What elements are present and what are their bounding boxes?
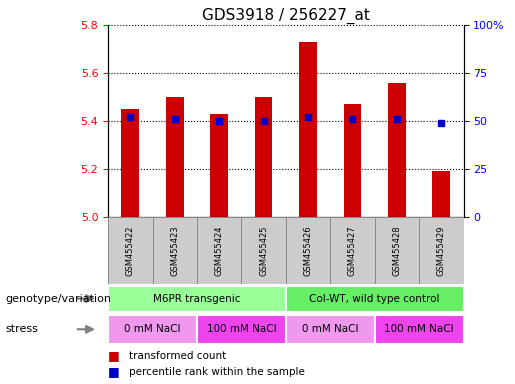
Bar [299, 42, 317, 217]
Text: stress: stress [5, 324, 38, 334]
Title: GDS3918 / 256227_at: GDS3918 / 256227_at [202, 7, 370, 23]
Text: GSM455424: GSM455424 [215, 225, 224, 276]
Text: GSM455423: GSM455423 [170, 225, 179, 276]
FancyBboxPatch shape [375, 217, 419, 284]
FancyBboxPatch shape [108, 217, 152, 284]
Text: GSM455425: GSM455425 [259, 225, 268, 276]
Bar [344, 104, 362, 217]
FancyBboxPatch shape [197, 314, 286, 344]
Bar [166, 97, 184, 217]
FancyBboxPatch shape [108, 314, 197, 344]
FancyBboxPatch shape [152, 217, 197, 284]
Text: 0 mM NaCl: 0 mM NaCl [124, 324, 181, 334]
Text: 0 mM NaCl: 0 mM NaCl [302, 324, 358, 334]
FancyBboxPatch shape [419, 217, 464, 284]
Text: GSM455422: GSM455422 [126, 225, 135, 276]
Text: 100 mM NaCl: 100 mM NaCl [384, 324, 454, 334]
Text: ■: ■ [108, 365, 124, 378]
Text: 100 mM NaCl: 100 mM NaCl [207, 324, 276, 334]
Text: percentile rank within the sample: percentile rank within the sample [129, 366, 305, 377]
Text: Col-WT, wild type control: Col-WT, wild type control [310, 293, 440, 304]
Bar [122, 109, 139, 217]
Bar [388, 83, 406, 217]
Bar [255, 97, 272, 217]
Text: genotype/variation: genotype/variation [5, 293, 111, 304]
FancyBboxPatch shape [197, 217, 242, 284]
FancyBboxPatch shape [330, 217, 375, 284]
Text: GSM455426: GSM455426 [303, 225, 313, 276]
Text: GSM455429: GSM455429 [437, 225, 446, 276]
Text: ■: ■ [108, 349, 124, 362]
Bar [433, 171, 450, 217]
Text: transformed count: transformed count [129, 351, 226, 361]
Text: M6PR transgenic: M6PR transgenic [153, 293, 241, 304]
Text: GSM455428: GSM455428 [392, 225, 401, 276]
FancyBboxPatch shape [286, 314, 375, 344]
Bar [210, 114, 228, 217]
FancyBboxPatch shape [286, 217, 330, 284]
FancyBboxPatch shape [242, 217, 286, 284]
FancyBboxPatch shape [108, 286, 286, 311]
FancyBboxPatch shape [286, 286, 464, 311]
Text: GSM455427: GSM455427 [348, 225, 357, 276]
FancyBboxPatch shape [375, 314, 464, 344]
